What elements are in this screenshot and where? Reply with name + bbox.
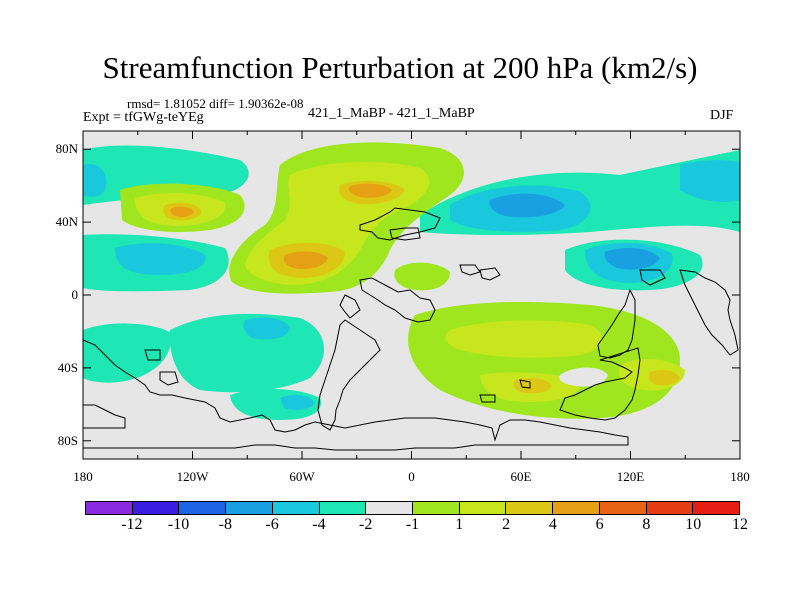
stats-line: rmsd= 1.81052 diff= 1.90362e-08 <box>127 96 304 111</box>
lon-tick-label: 120E <box>616 469 645 484</box>
lon-tick-label: 0 <box>408 469 415 484</box>
colorbar-label: -2 <box>359 516 373 533</box>
colorbar-label: 4 <box>548 516 557 533</box>
lat-tick-label: 80S <box>57 432 78 448</box>
colorbar-swatch <box>178 501 227 515</box>
lat-tick-label: 0 <box>71 287 79 302</box>
colorbar-label: 1 <box>455 516 464 533</box>
lon-tick-label: 180 <box>73 469 93 484</box>
coastlines <box>83 207 739 451</box>
lat-tick-label: 40S <box>57 359 78 375</box>
colorbar-label: -10 <box>167 516 190 533</box>
lon-tick-label: 60W <box>289 469 315 484</box>
colorbar-swatch <box>271 501 320 515</box>
tick-marks <box>82 131 741 459</box>
lat-tick-label: 80N <box>55 141 78 157</box>
plot-title: Streamfunction Perturbation at 200 hPa (… <box>102 50 698 85</box>
colorbar-swatch <box>458 501 507 515</box>
colorbar-swatch <box>225 501 273 515</box>
colorbar-swatch <box>692 501 741 515</box>
colorbar-swatch <box>645 501 694 515</box>
colorbar-swatch <box>131 501 180 515</box>
contour-blue-dark <box>489 193 660 270</box>
cases-label: 421_1_MaBP - 421_1_MaBP <box>308 106 475 121</box>
colorbar-swatch <box>505 501 554 515</box>
contour-orange <box>170 183 392 270</box>
lat-tick-label: 40N <box>55 214 78 230</box>
colorbar-swatch <box>318 501 367 515</box>
colorbar-label: -4 <box>312 516 326 533</box>
lon-tick-label: 60E <box>510 469 532 484</box>
lon-tick-label: 120W <box>176 469 209 484</box>
colorbar-label: -12 <box>121 516 143 533</box>
colorbar-label: 10 <box>685 516 702 533</box>
lon-tick-label: 180 <box>730 469 750 484</box>
contour-white-hole <box>559 367 608 387</box>
colorbar-swatch <box>365 501 414 515</box>
colorbar-label: -8 <box>218 516 233 533</box>
experiment-label: Expt = tfGWg-teYEg <box>83 110 204 125</box>
season-label: DJF <box>710 108 734 123</box>
colorbar-swatch <box>85 501 133 515</box>
colorbar-label: -1 <box>405 516 420 533</box>
colorbar-label: 2 <box>502 516 511 533</box>
colorbar <box>85 501 741 515</box>
colorbar-swatch <box>412 501 460 515</box>
colorbar-label: 12 <box>732 516 748 533</box>
colorbar-label: 8 <box>642 516 651 533</box>
colorbar-label: 6 <box>595 516 604 533</box>
colorbar-swatch <box>598 501 647 515</box>
colorbar-label: -6 <box>265 516 279 533</box>
colorbar-swatch <box>552 501 600 515</box>
